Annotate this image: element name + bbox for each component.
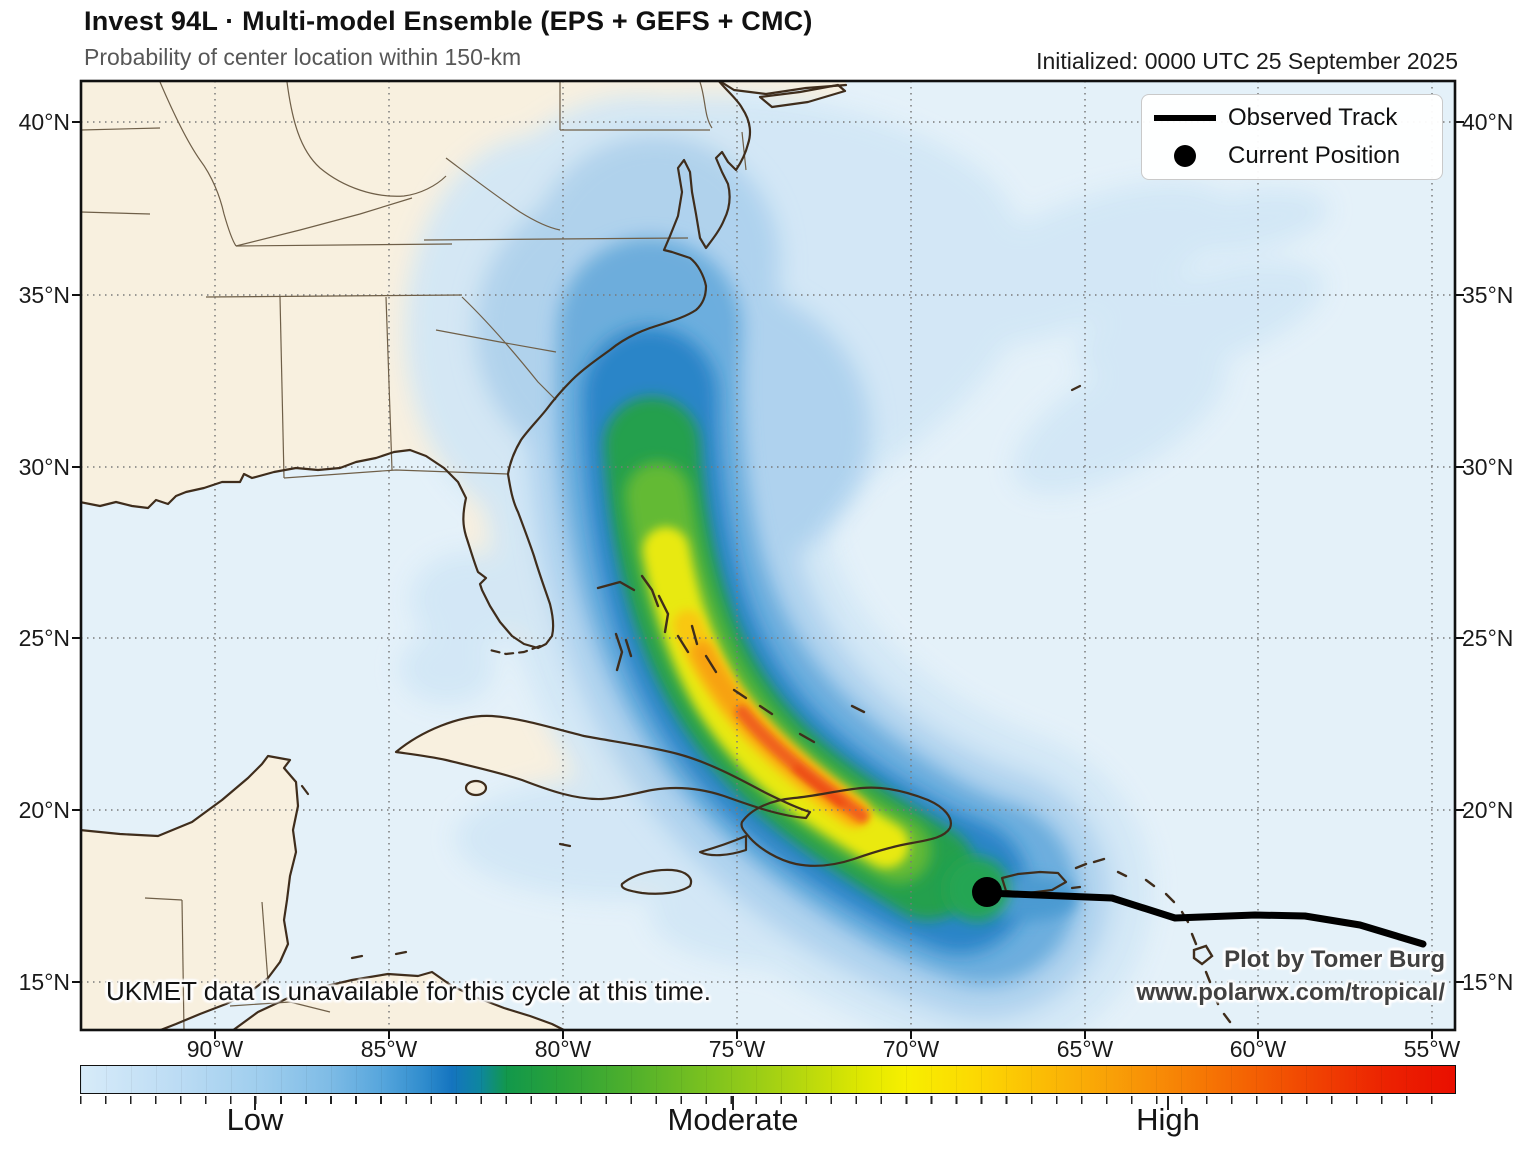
lat-label-40n-right: 40°N (1462, 109, 1514, 135)
lon-label-70w: 70°W (882, 1036, 940, 1062)
lat-label-40n-left: 40°N (18, 109, 70, 135)
land-honduras (233, 972, 564, 1030)
legend-label-current-position: Current Position (1228, 142, 1401, 169)
observed-track-swatch (1154, 115, 1216, 121)
colorbar-longtick-low (254, 1096, 256, 1110)
colorbar-ticks (80, 1096, 1456, 1104)
observed-track-line (983, 889, 1427, 948)
attribution-url: www.polarwx.com/tropical/ (1136, 979, 1445, 1006)
colorbar-label-high: High (1136, 1102, 1200, 1137)
attribution-author: Plot by Tomer Burg (1224, 946, 1445, 973)
axis-ticks (72, 121, 1464, 1039)
lon-label-55w: 55°W (1403, 1036, 1461, 1062)
lat-label-35n-left: 35°N (18, 282, 70, 308)
colorbar-label-moderate: Moderate (667, 1102, 799, 1137)
lat-label-25n-left: 25°N (18, 625, 70, 651)
current-position-swatch (1174, 145, 1196, 167)
lon-label-65w: 65°W (1056, 1036, 1114, 1062)
lon-label-90w: 90°W (186, 1036, 244, 1062)
lon-label-85w: 85°W (360, 1036, 418, 1062)
colorbar-label-low: Low (226, 1102, 284, 1137)
map-legend: Observed Track Current Position (1141, 94, 1443, 180)
lat-label-20n-left: 20°N (18, 797, 70, 823)
current-position-dot (972, 877, 1002, 907)
lon-label-60w: 60°W (1229, 1036, 1287, 1062)
state-borders (81, 81, 747, 1030)
legend-row-current-position: Current Position (1142, 137, 1442, 175)
lat-label-20n-right: 20°N (1462, 797, 1514, 823)
land-yucatan (81, 756, 298, 1030)
lat-label-35n-right: 35°N (1462, 282, 1514, 308)
lon-label-80w: 80°W (534, 1036, 592, 1062)
land-isla-juventud (466, 781, 486, 795)
page-title: Invest 94L · Multi-model Ensemble (EPS +… (84, 6, 813, 36)
lat-label-15n-left: 15°N (18, 969, 70, 995)
colorbar-longtick-high (1167, 1096, 1169, 1110)
lat-label-30n-right: 30°N (1462, 454, 1514, 480)
small-islands (596, 574, 1232, 1024)
lat-label-30n-left: 30°N (18, 454, 70, 480)
legend-row-observed-track: Observed Track (1142, 99, 1442, 137)
probability-plume (399, 94, 1329, 1030)
land-new-england (719, 81, 846, 94)
coastlines (81, 81, 1082, 1030)
map-frame (79, 79, 1457, 1032)
colorbar-gradient (80, 1065, 1456, 1094)
ukmet-notice: UKMET data is unavailable for this cycle… (106, 976, 711, 1006)
legend-label-observed-track: Observed Track (1228, 104, 1398, 131)
graticule-gridlines (81, 81, 1455, 1030)
colorbar-longtick-moderate (732, 1096, 734, 1110)
colorbar-steps-overlay (81, 1066, 1455, 1093)
lat-label-25n-right: 25°N (1462, 625, 1514, 651)
page-subtitle: Probability of center location within 15… (84, 44, 522, 70)
lat-label-15n-right: 15°N (1462, 969, 1514, 995)
initialized-timestamp: Initialized: 0000 UTC 25 September 2025 (1036, 48, 1458, 74)
lon-label-75w: 75°W (708, 1036, 766, 1062)
